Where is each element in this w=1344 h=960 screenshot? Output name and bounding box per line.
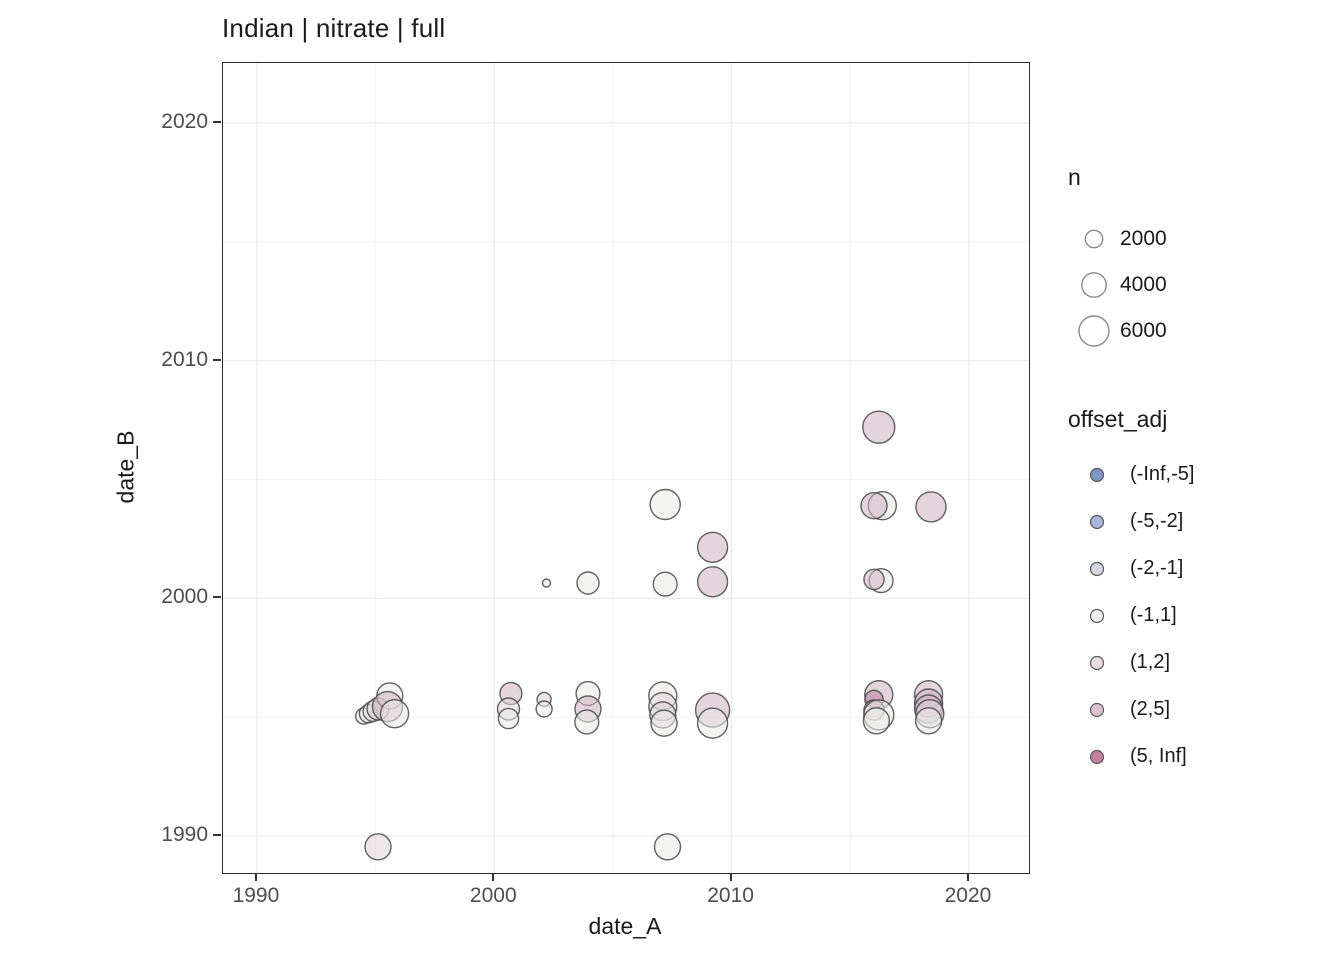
plot-title: Indian | nitrate | full	[222, 13, 446, 43]
size-legend-circle-icon	[1081, 272, 1107, 298]
color-legend-item: (5, Inf]	[1068, 733, 1194, 780]
x-axis-tick-label: 2020	[944, 884, 992, 907]
data-point	[652, 571, 678, 597]
color-legend-item: (-Inf,-5]	[1068, 451, 1194, 498]
x-axis-tick	[729, 873, 732, 881]
color-legend-label: (-5,-2]	[1130, 510, 1184, 532]
data-point	[696, 531, 729, 563]
size-legend-rows: 2000 4000 6000	[1068, 216, 1167, 354]
data-point	[860, 492, 888, 520]
color-legend-label: (2,5]	[1130, 698, 1171, 720]
y-axis-tick	[213, 596, 221, 599]
data-point	[574, 709, 600, 735]
plot-panel	[222, 62, 1030, 874]
data-point	[863, 568, 885, 591]
size-legend-item: 4000	[1068, 262, 1167, 308]
color-legend-item: (1,2]	[1068, 639, 1194, 686]
x-axis-tick-label: 2010	[707, 884, 754, 907]
x-axis-tick	[966, 873, 969, 881]
data-point	[649, 488, 681, 521]
data-point	[696, 707, 729, 739]
x-axis-title: date_A	[588, 913, 662, 939]
y-axis-tick	[213, 120, 221, 123]
color-legend-item: (-5,-2]	[1068, 498, 1194, 545]
color-legend-item: (2,5]	[1068, 686, 1194, 733]
color-legend-dot-icon	[1089, 561, 1105, 576]
color-legend-label: (5, Inf]	[1130, 745, 1187, 767]
data-point	[862, 410, 896, 444]
x-axis-tick	[254, 873, 257, 881]
color-legend-dot-icon	[1089, 655, 1105, 670]
size-legend-label: 4000	[1120, 273, 1167, 296]
size-legend-label: 6000	[1120, 319, 1167, 342]
data-point	[696, 566, 729, 598]
data-point	[650, 709, 678, 737]
size-legend-circle-icon	[1084, 229, 1104, 249]
color-legend-dot-icon	[1089, 467, 1105, 482]
color-legend-label: (-1,1]	[1130, 604, 1177, 626]
y-axis-tick	[213, 358, 221, 361]
color-legend-label: (-Inf,-5]	[1130, 463, 1195, 485]
data-point	[653, 833, 682, 861]
scatter-plot	[223, 63, 1029, 873]
data-point	[535, 700, 553, 718]
color-legend-item: (-1,1]	[1068, 592, 1194, 639]
color-legend-item: (-2,-1]	[1068, 545, 1194, 592]
size-legend-label: 2000	[1120, 227, 1167, 250]
x-axis-tick	[492, 873, 495, 881]
size-legend-title: n	[1068, 164, 1081, 190]
x-axis-tick-label: 1990	[232, 884, 280, 907]
y-axis-tick-label: 2020	[161, 109, 208, 133]
data-point	[914, 707, 943, 735]
data-point	[576, 571, 600, 595]
color-legend-label: (1,2]	[1130, 651, 1171, 673]
color-legend-label: (-2,-1]	[1130, 557, 1184, 579]
y-axis-tick-label: 2010	[161, 347, 208, 371]
color-legend-rows: (-Inf,-5] (-5,-2] (-2,-1] (-1,1]	[1068, 451, 1194, 780]
data-point	[497, 707, 520, 730]
color-legend-title: offset_adj	[1068, 406, 1168, 432]
size-legend-item: 2000	[1068, 216, 1167, 262]
color-legend-dot-icon	[1089, 702, 1105, 717]
color-legend: offset_adj (-Inf,-5] (-5,-2] (-2,-1]	[1068, 406, 1194, 780]
size-legend: n 2000 4000 6000	[1068, 164, 1167, 354]
data-point	[364, 833, 392, 861]
x-axis-tick-label: 2000	[469, 884, 517, 907]
y-axis-tick	[213, 834, 221, 837]
data-point	[862, 707, 891, 735]
data-point	[379, 699, 410, 729]
size-legend-item: 6000	[1068, 308, 1167, 354]
data-point	[541, 578, 552, 588]
y-axis-tick-label: 2000	[161, 585, 208, 609]
data-point	[915, 491, 947, 523]
color-legend-dot-icon	[1089, 514, 1105, 529]
size-legend-circle-icon	[1078, 315, 1110, 347]
color-legend-dot-icon	[1089, 608, 1105, 623]
y-axis-tick-label: 1990	[161, 823, 208, 847]
color-legend-dot-icon	[1089, 749, 1105, 764]
y-axis-title: date_B	[112, 430, 139, 504]
